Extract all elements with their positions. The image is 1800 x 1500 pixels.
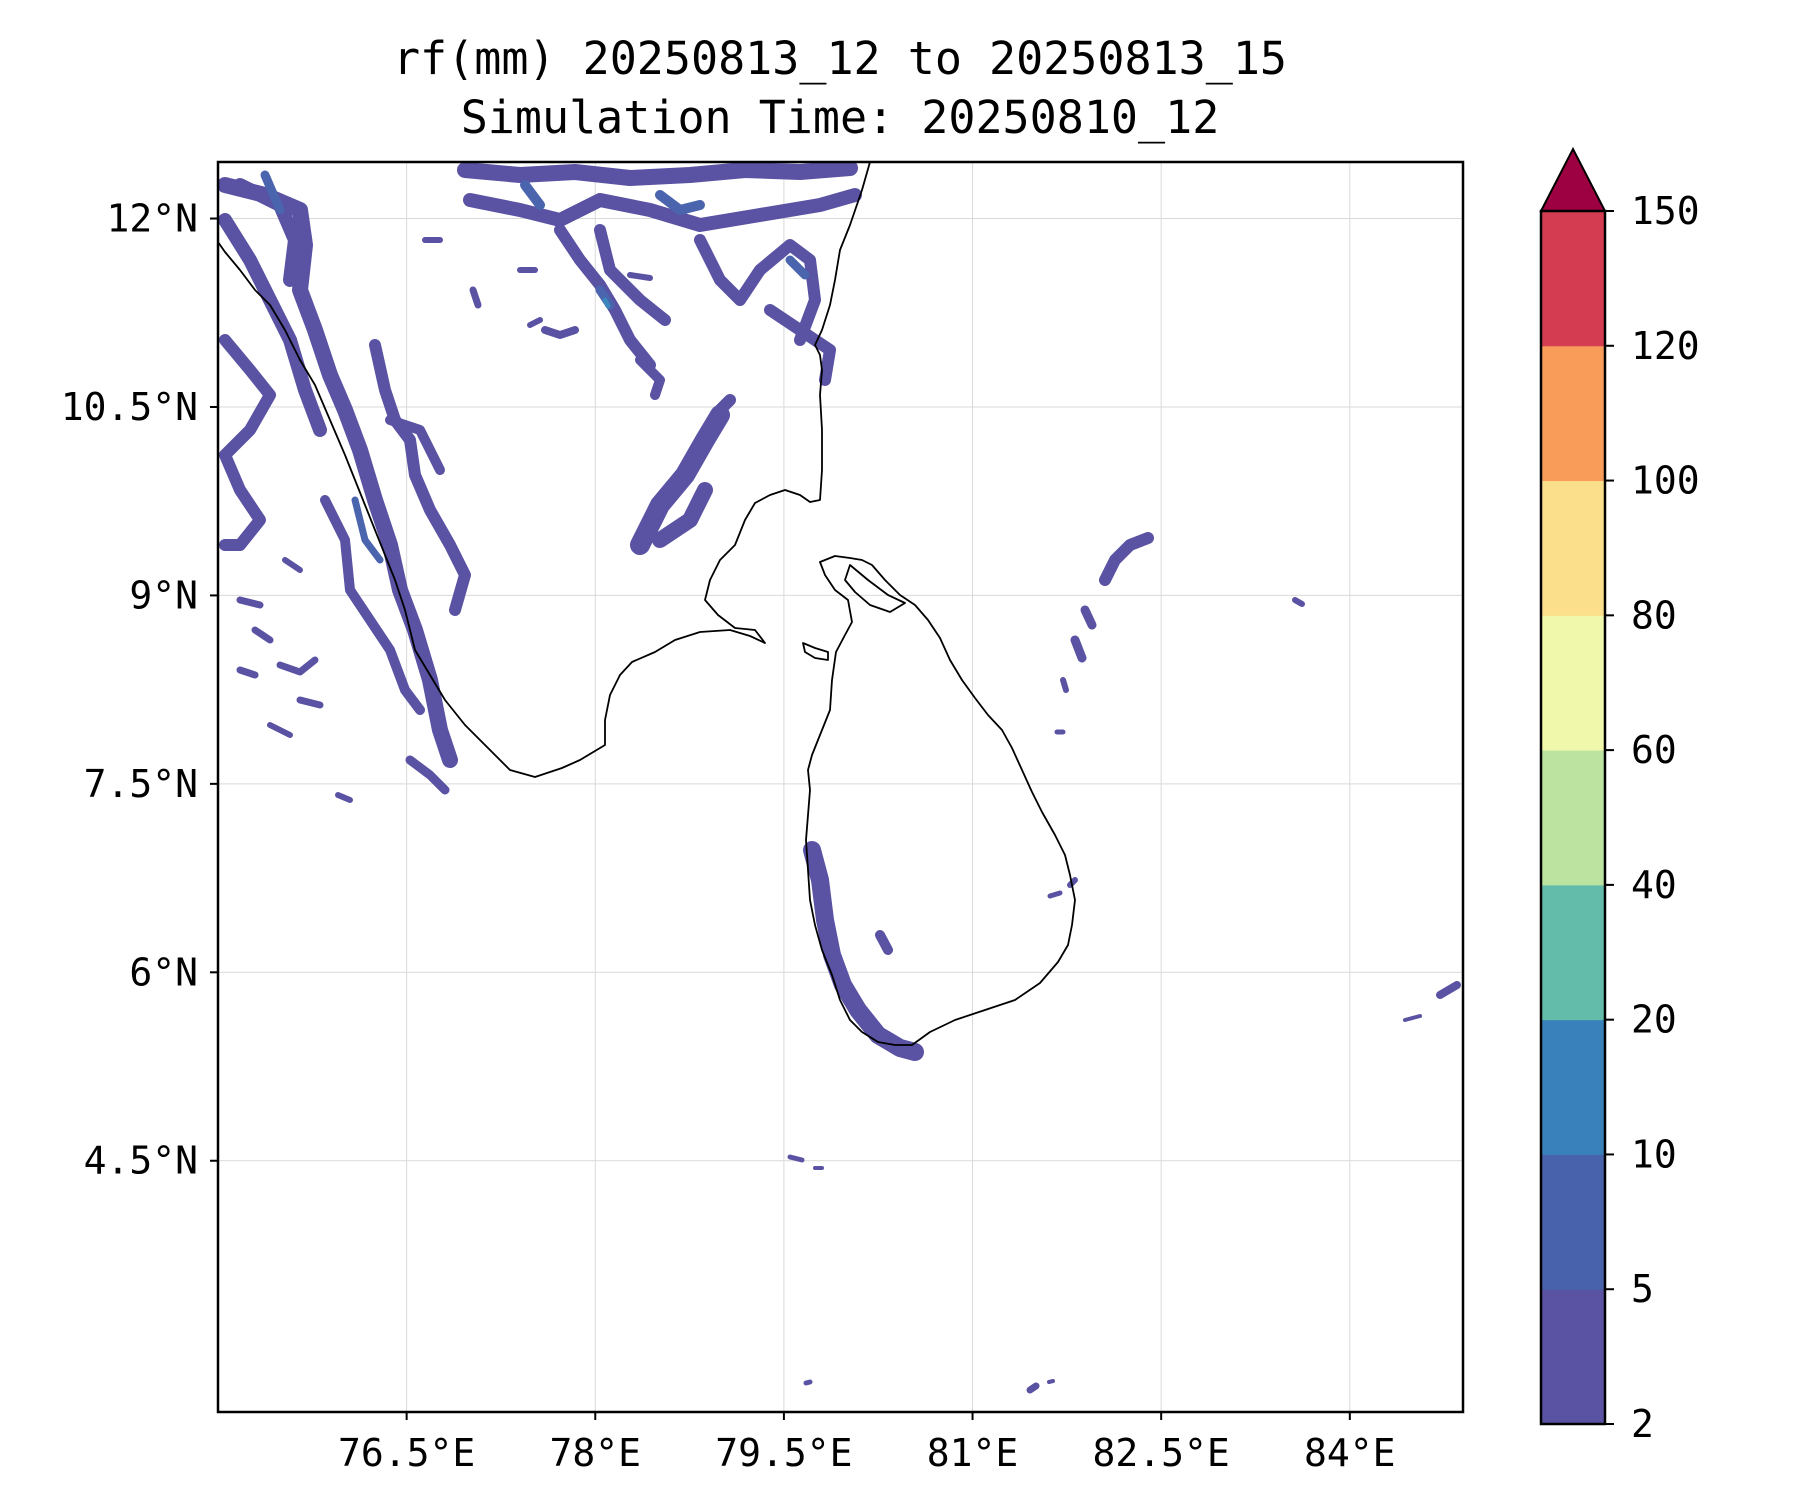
colorbar-segment: [1541, 211, 1605, 347]
coastline-india: [218, 162, 871, 778]
rain-area-west-coast: [218, 170, 471, 803]
x-tick-label: 81°E: [927, 1431, 1019, 1475]
colorbar-segment: [1541, 615, 1605, 751]
colorbar-tick-label: 20: [1631, 998, 1677, 1042]
map-background: [218, 162, 1463, 1412]
colorbar-tick-label: 2: [1631, 1402, 1654, 1446]
y-tick-label: 12°N: [106, 197, 198, 241]
x-tick-label: 78°E: [550, 1431, 642, 1475]
x-tick-label: 79.5°E: [715, 1431, 852, 1475]
colorbar-segment: [1541, 750, 1605, 886]
colorbar-tick-label: 150: [1631, 189, 1700, 233]
rain-area-tamil-nadu-north: [422, 162, 862, 400]
x-axis-ticks: 76.5°E 78°E 79.5°E 81°E 82.5°E 84°E: [338, 1412, 1396, 1475]
y-tick-label: 7.5°N: [84, 762, 198, 806]
y-tick-label: 10.5°N: [61, 385, 198, 429]
coastline-mannar: [802, 642, 829, 661]
colorbar-tick-label: 40: [1631, 863, 1677, 907]
rain-area-palk-bay: [630, 394, 736, 555]
colorbar-segment: [1541, 1154, 1605, 1290]
x-tick-label: 84°E: [1304, 1431, 1396, 1475]
map-panel: 76.5°E 78°E 79.5°E 81°E 82.5°E 84°E 12°N 10.5°…: [61, 160, 1465, 1475]
map-title-line1: rf(mm) 20250813_12 to 20250813_15: [393, 32, 1287, 85]
colorbar-tick-label: 80: [1631, 593, 1677, 637]
colorbar-tick-label: 100: [1631, 459, 1700, 503]
map-title-line2: Simulation Time: 20250810_12: [461, 91, 1220, 144]
y-tick-label: 9°N: [129, 573, 198, 617]
coastline-sri-lanka: [805, 555, 1076, 1046]
colorbar-segment: [1541, 1289, 1605, 1425]
colorbar-segment: [1541, 345, 1605, 482]
y-axis-ticks: 12°N 10.5°N 9°N 7.5°N 6°N 4.5°N: [61, 197, 218, 1183]
rainfall-field: [218, 162, 1461, 1394]
coastline: [218, 162, 1076, 1046]
rain-area-sri-lanka-sw: [787, 841, 924, 1170]
colorbar-tick-label: 10: [1631, 1132, 1677, 1176]
colorbar-extend-arrow: [1539, 146, 1607, 212]
rain-area-bay-east: [803, 532, 1461, 1394]
colorbar-segment: [1541, 480, 1605, 616]
colorbar-segment: [1541, 884, 1605, 1021]
colorbar-tick-label: 60: [1631, 728, 1677, 772]
gridlines: [218, 162, 1463, 1412]
colorbar-frame: [1539, 209, 1607, 1426]
x-tick-label: 76.5°E: [338, 1431, 475, 1475]
colorbar-tick-label: 5: [1631, 1267, 1654, 1311]
y-tick-label: 6°N: [129, 950, 198, 994]
coastline-jaffna-lagoon: [844, 564, 906, 613]
map-frame: [216, 160, 1465, 1414]
colorbar: 2 5 10 20 40 60 80 100 120 150: [1539, 146, 1700, 1446]
x-tick-label: 82.5°E: [1093, 1431, 1230, 1475]
colorbar-tick-label: 120: [1631, 324, 1700, 368]
colorbar-segment: [1541, 1019, 1605, 1155]
y-tick-label: 4.5°N: [84, 1139, 198, 1183]
